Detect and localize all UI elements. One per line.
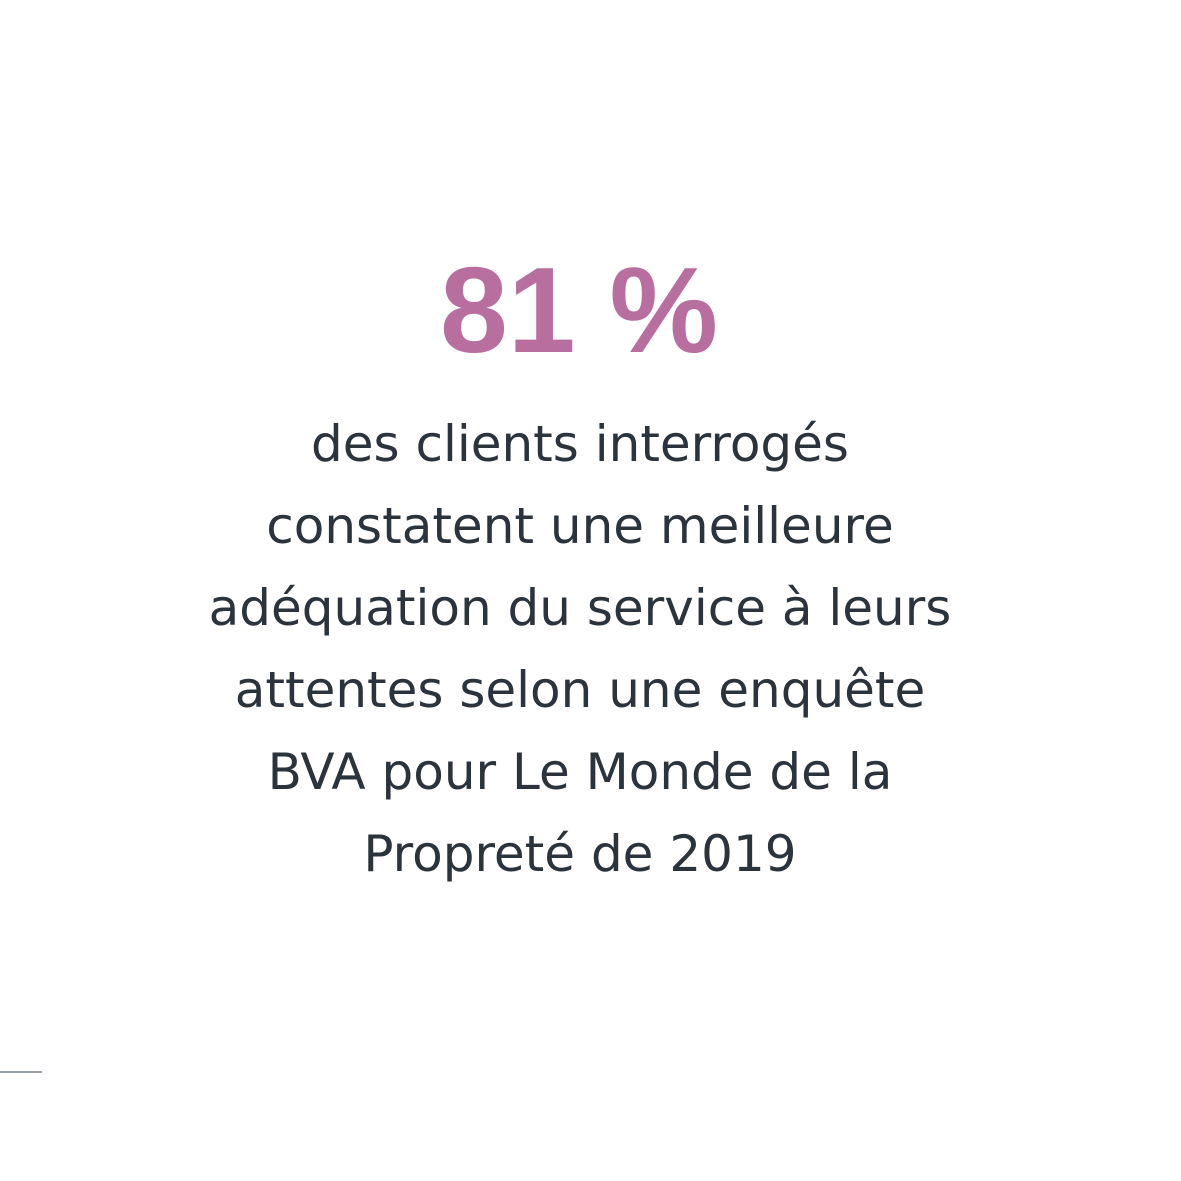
description: des clients interrogés constatent une mei… [209, 415, 952, 883]
description-line: Propreté de 2019 [363, 825, 796, 883]
description-line: des clients interrogés [311, 415, 849, 473]
description-line: attentes selon une enquête [235, 661, 926, 719]
description-line: constatent une meilleure [266, 497, 893, 555]
stat-value: 81 % [440, 242, 718, 378]
description-line: BVA pour Le Monde de la [268, 743, 893, 801]
description-line: adéquation du service à leurs [209, 579, 952, 637]
